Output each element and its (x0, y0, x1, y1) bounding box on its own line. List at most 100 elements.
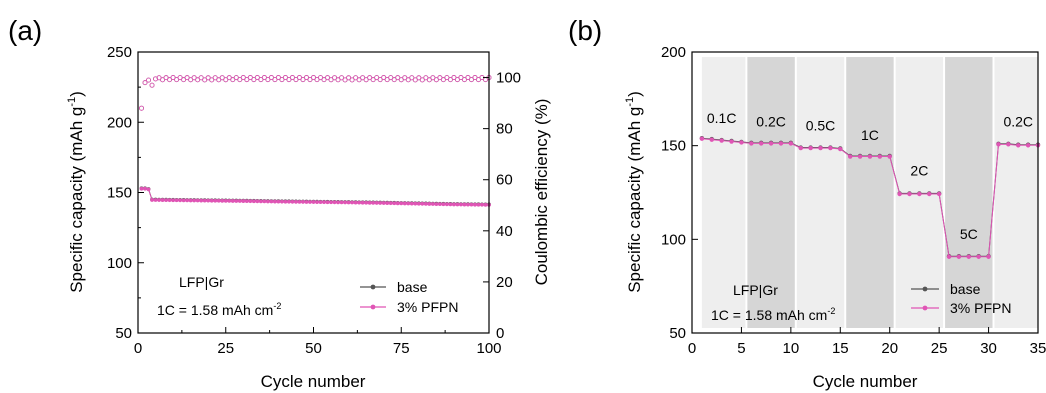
capacity-point-pfpn (325, 200, 330, 205)
panel-b-rate-bands (701, 57, 1038, 328)
capacity-point-pfpn (258, 199, 263, 204)
ce-point-pfpn (381, 75, 387, 81)
capacity-point-pfpn (459, 202, 463, 207)
capacity-point-pfpn (480, 202, 484, 207)
rate-label: 1C (861, 127, 879, 143)
panel-a-label: (a) (8, 15, 42, 46)
legend-base-label: base (950, 281, 981, 297)
rate-point-pfpn (699, 136, 705, 141)
capacity-point-pfpn (209, 198, 214, 203)
panel-b-frame (691, 51, 1039, 334)
rate-label: 0.5C (806, 117, 836, 133)
rate-point-pfpn (719, 138, 724, 143)
y-tick-label: 50 (669, 325, 686, 342)
ce-point-pfpn (325, 75, 331, 81)
y2-tick-label: 0 (496, 325, 504, 342)
capacity-point-pfpn (374, 201, 379, 205)
ce-point-pfpn (363, 77, 369, 83)
capacity-point-pfpn (199, 198, 204, 203)
x-tick-label: 25 (931, 340, 948, 357)
capacity-point-pfpn (216, 198, 221, 203)
rate-label: 0.2C (756, 114, 786, 130)
capacity-point-pfpn (483, 202, 488, 207)
rate-point-pfpn (1025, 143, 1031, 148)
rate-point-pfpn (857, 154, 863, 159)
ce-point-pfpn (216, 77, 222, 83)
ce-point-pfpn (167, 77, 173, 83)
capacity-point-pfpn (164, 198, 168, 203)
capacity-point-pfpn (223, 198, 228, 203)
capacity-point-pfpn (399, 201, 404, 206)
capacity-point-pfpn (378, 201, 383, 205)
rate-label: 2C (910, 162, 928, 178)
rate-point-pfpn (946, 254, 952, 259)
capacity-point-pfpn (294, 199, 298, 204)
legend-base-label: base (397, 279, 428, 295)
capacity-point-pfpn (150, 198, 154, 202)
capacity-point-pfpn (360, 200, 365, 205)
panel-a-y2-label: Coulombic efficiency (%) (532, 99, 551, 286)
rate-point-pfpn (887, 154, 892, 159)
y2-tick-label: 60 (496, 172, 513, 189)
capacity-point-pfpn (185, 198, 190, 203)
rate-point-pfpn (986, 254, 991, 259)
capacity-point-pfpn (455, 202, 460, 207)
rate-point-pfpn (768, 141, 774, 146)
ce-point-pfpn (332, 75, 338, 81)
capacity-point-pfpn (350, 200, 355, 205)
capacity-point-pfpn (220, 198, 225, 203)
ce-point-pfpn (160, 77, 166, 83)
capacity-point-pfpn (157, 198, 161, 202)
capacity-point-pfpn (392, 201, 397, 206)
x-tick-label: 0 (134, 340, 142, 357)
capacity-point-pfpn (262, 199, 267, 204)
capacity-point-pfpn (395, 201, 400, 206)
capacity-point-pfpn (297, 199, 302, 204)
y-tick-label: 200 (107, 114, 132, 131)
capacity-point-pfpn (304, 200, 309, 204)
rate-point-pfpn (828, 145, 833, 151)
panel-a-x-axis: 0 25 50 75 100 (134, 327, 502, 357)
x-tick-label: 30 (980, 340, 997, 357)
rate-point-pfpn (759, 141, 764, 146)
ce-point-pfpn (377, 77, 383, 83)
rate-point-pfpn (966, 254, 971, 259)
capacity-point-pfpn (290, 199, 295, 204)
rate-point-pfpn (847, 154, 853, 159)
rate-point-pfpn (927, 191, 932, 197)
rate-point-pfpn (838, 146, 843, 152)
rate-band (846, 57, 894, 328)
capacity-point-pfpn (276, 199, 281, 204)
capacity-point-pfpn (181, 198, 186, 203)
x-tick-label: 0 (688, 340, 696, 357)
capacity-point-pfpn (452, 202, 456, 207)
capacity-point-pfpn (402, 201, 407, 206)
capacity-point-pfpn (427, 202, 432, 206)
ce-point-pfpn (198, 75, 204, 81)
ce-point-pfpn (310, 75, 316, 81)
rate-point-pfpn (729, 139, 734, 144)
x-tick-label: 50 (305, 340, 322, 357)
capacity-point-pfpn (160, 198, 165, 202)
ce-point-pfpn (349, 77, 355, 83)
rate-label: 0.1C (707, 110, 737, 126)
x-tick-label: 15 (832, 340, 849, 357)
rate-band (994, 57, 1038, 328)
capacity-point-pfpn (462, 202, 467, 207)
capacity-point-pfpn (339, 200, 344, 205)
capacity-point-pfpn (371, 200, 376, 205)
rate-point-pfpn (788, 141, 794, 146)
rate-point-pfpn (808, 145, 813, 151)
capacity-point-pfpn (139, 186, 144, 191)
capacity-point-pfpn (174, 198, 179, 203)
capacity-point-pfpn (255, 199, 260, 204)
ce-point-pfpn (440, 77, 446, 83)
capacity-point-pfpn (469, 202, 474, 207)
capacity-point-pfpn (227, 199, 232, 203)
capacity-point-pfpn (343, 200, 347, 205)
ce-point-pfpn (318, 75, 324, 81)
capacity-point-pfpn (409, 201, 414, 206)
capacity-point-pfpn (146, 187, 151, 192)
panel-a: (a) 0 25 50 75 100 50 100 150 200 250 0 20 40 60 80 1… (8, 15, 551, 391)
capacity-point-pfpn (143, 186, 147, 191)
